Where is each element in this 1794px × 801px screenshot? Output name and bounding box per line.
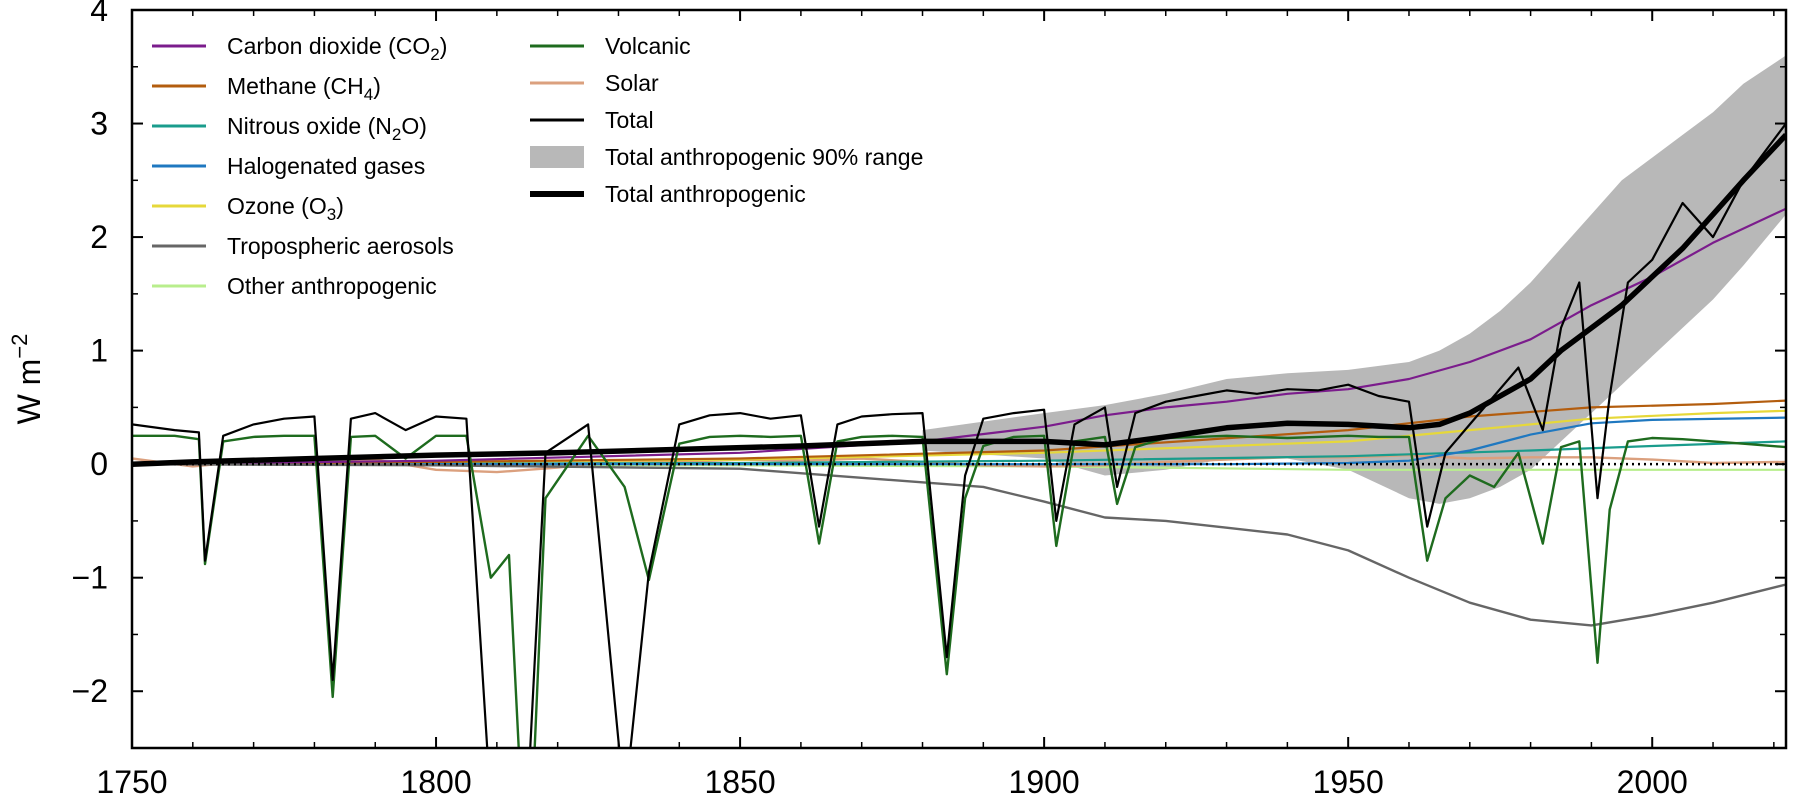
y-tick-label: −2	[72, 673, 108, 709]
series-totalant-line	[132, 133, 1786, 467]
legend-range-label: Total anthropogenic 90% range	[605, 144, 923, 170]
plot-frame	[130, 8, 1788, 750]
legend-volcanic-label: Volcanic	[605, 33, 691, 59]
x-tick-label: 1800	[400, 764, 471, 800]
legend-solar-label: Solar	[605, 70, 659, 96]
legend-co2-label: Carbon dioxide (CO2)	[227, 33, 447, 64]
legend-n2o-label: Nitrous oxide (N2O)	[227, 113, 427, 144]
series-range-band	[922, 55, 1786, 504]
series-n2o-line	[132, 440, 1786, 466]
legend-totalant-label: Total anthropogenic	[605, 181, 806, 207]
axes: 1750 1800 1850 1900 1950 2000 −2 −1 0 1 2 3 4	[72, 0, 1786, 800]
y-tick-label: −1	[72, 560, 108, 596]
y-tick-label: 3	[90, 106, 108, 142]
legend-ch4-label: Methane (CH4)	[227, 73, 381, 104]
x-tick-label: 1950	[1313, 764, 1384, 800]
legend-aerosol-label: Tropospheric aerosols	[227, 233, 454, 259]
y-tick-label: 2	[90, 219, 108, 255]
x-tick-label: 1900	[1009, 764, 1080, 800]
legend-halogen-label: Halogenated gases	[227, 153, 425, 179]
x-tick-label: 2000	[1617, 764, 1688, 800]
series-total-line	[132, 122, 1786, 748]
x-tick-label: 1850	[704, 764, 775, 800]
y-tick-label: 4	[90, 0, 108, 28]
y-axis-label: W m−2	[7, 334, 47, 425]
series-ch4-line	[132, 399, 1786, 466]
x-tick-label: 1750	[96, 764, 167, 800]
legend-otherant-label: Other anthropogenic	[227, 273, 437, 299]
y-tick-label: 0	[90, 446, 108, 482]
legend-ozone-label: Ozone (O3)	[227, 193, 344, 224]
legend-range-swatch	[530, 146, 584, 168]
legend-total-label: Total	[605, 107, 654, 133]
plot-area	[132, 55, 1786, 748]
legend: Carbon dioxide (CO2) Methane (CH4) Nitrous…	[152, 33, 923, 299]
y-tick-label: 1	[90, 333, 108, 369]
series-volcanic-line	[132, 434, 1786, 748]
